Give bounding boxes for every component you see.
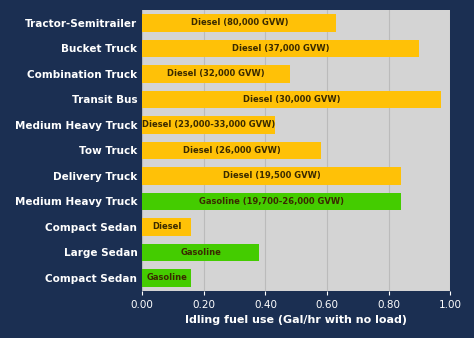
Bar [142, 269, 191, 287]
Text: Diesel (23,000-33,000 GVW): Diesel (23,000-33,000 GVW) [142, 120, 275, 129]
Bar [142, 65, 290, 82]
Text: Diesel (32,000 GVW): Diesel (32,000 GVW) [167, 69, 265, 78]
Bar [142, 218, 191, 236]
Bar [142, 193, 401, 210]
Bar [142, 244, 259, 261]
Bar [142, 91, 441, 108]
Text: Diesel (37,000 GVW): Diesel (37,000 GVW) [232, 44, 329, 53]
Bar [142, 142, 321, 159]
Bar [142, 116, 274, 134]
Text: Diesel (80,000 GVW): Diesel (80,000 GVW) [191, 18, 288, 27]
Bar [142, 40, 419, 57]
Bar [142, 167, 401, 185]
Text: Diesel (19,500 GVW): Diesel (19,500 GVW) [223, 171, 320, 180]
Text: Gasoline: Gasoline [180, 248, 221, 257]
Text: Diesel (26,000 GVW): Diesel (26,000 GVW) [182, 146, 281, 155]
X-axis label: Idling fuel use (Gal/hr with no load): Idling fuel use (Gal/hr with no load) [185, 315, 407, 325]
Text: Gasoline: Gasoline [146, 273, 187, 283]
Bar [142, 14, 336, 31]
Text: Gasoline (19,700-26,000 GVW): Gasoline (19,700-26,000 GVW) [199, 197, 344, 206]
Text: Diesel (30,000 GVW): Diesel (30,000 GVW) [243, 95, 340, 104]
Text: Diesel: Diesel [152, 222, 182, 232]
